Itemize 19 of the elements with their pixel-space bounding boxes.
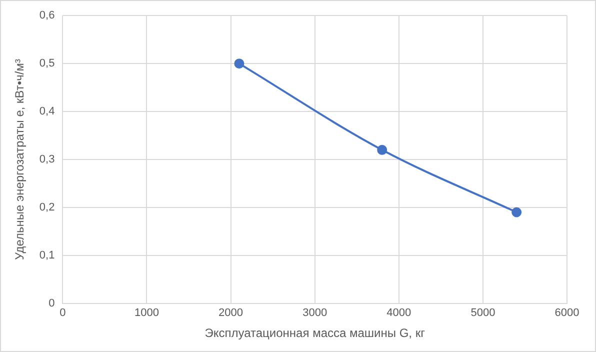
y-tick-label: 0,4 — [39, 106, 55, 118]
x-tick-label: 2000 — [218, 307, 244, 320]
point — [512, 207, 522, 218]
x-tick-label: 3000 — [302, 307, 328, 320]
y-tick-label: 0 — [48, 297, 55, 310]
y-tick-label: 0,1 — [39, 249, 55, 262]
y-axis-title: Удельные энергозатраты e, кВт•ч/м³ — [12, 59, 27, 260]
x-axis-title: Эксплуатационная масса машины G, кг — [204, 326, 426, 340]
x-tick-label: 6000 — [554, 307, 580, 320]
y-tick-label: 0,5 — [39, 58, 55, 70]
y-tick-label: 0,2 — [39, 202, 55, 214]
x-tick-label: 0 — [60, 307, 66, 320]
point — [234, 58, 244, 69]
y-tick-label: 0,3 — [39, 154, 55, 166]
x-tick-label: 1000 — [134, 307, 159, 320]
point — [377, 144, 388, 155]
x-tick-label: 4000 — [386, 307, 412, 320]
y-tick-label: 0,6 — [39, 10, 55, 22]
x-tick-label: 5000 — [470, 307, 496, 320]
